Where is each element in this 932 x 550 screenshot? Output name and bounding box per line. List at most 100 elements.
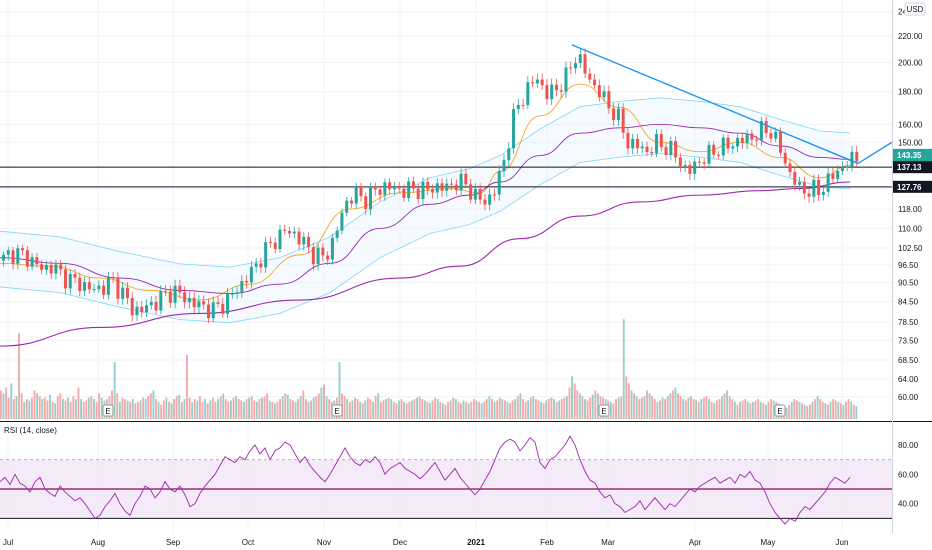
volume-bar <box>638 399 641 419</box>
candle-body <box>840 166 844 172</box>
volume-bar <box>811 401 814 419</box>
candle-body <box>44 264 48 270</box>
volume-bar <box>230 400 232 419</box>
candle-body <box>202 301 206 305</box>
volume-bar <box>421 399 424 419</box>
candle-body <box>469 184 473 200</box>
volume-bar <box>299 396 302 419</box>
candle-body <box>378 189 382 195</box>
candle-body <box>492 194 496 196</box>
candle-body <box>254 263 258 267</box>
rsi-tick-label: 60.00 <box>898 470 919 479</box>
volume-bar <box>351 400 354 419</box>
volume-bar <box>524 401 527 419</box>
volume-bar <box>31 397 33 419</box>
volume-bar <box>346 399 349 419</box>
price-tick-label: 73.50 <box>898 336 919 345</box>
volume-bar <box>671 390 674 419</box>
candle-body <box>612 108 616 121</box>
volume-bar <box>134 403 137 419</box>
volume-bar <box>196 400 199 419</box>
volume-bar <box>320 387 323 419</box>
earnings-marker-label: E <box>334 407 339 416</box>
earnings-marker-box <box>598 404 610 417</box>
volume-bar <box>20 393 23 419</box>
volume-bar <box>522 399 524 419</box>
volume-bar <box>126 400 129 419</box>
volume-bar <box>366 397 369 419</box>
earnings-marker[interactable]: E <box>331 404 343 417</box>
volume-bar <box>173 399 176 419</box>
candle-body <box>488 194 492 205</box>
volume-bar <box>793 399 796 419</box>
candle-body <box>769 133 773 139</box>
volume-bar <box>271 401 274 419</box>
candle-body <box>445 183 449 191</box>
volume-bar <box>139 400 142 419</box>
volume-bar <box>15 396 18 419</box>
volume-bar <box>426 401 429 419</box>
volume-bar <box>2 393 5 419</box>
candle-body <box>616 108 620 121</box>
volume-bar <box>460 403 462 419</box>
candle-body <box>583 54 587 74</box>
candle-body <box>559 90 563 92</box>
price-badge-label: 127.76 <box>897 183 922 192</box>
volume-bar <box>379 401 382 419</box>
volume-bar <box>62 399 64 419</box>
candle-body <box>283 229 287 232</box>
price-badge-label: 137.13 <box>897 163 922 172</box>
price-tick-label: 180.00 <box>898 88 923 97</box>
candle-body <box>478 188 482 200</box>
candle-body <box>745 133 749 143</box>
volume-bar <box>250 396 253 419</box>
price-axis[interactable]: 60.00 64.00 68.50 73.50 78.50 84.50 90.50 96.50… <box>898 8 923 402</box>
earnings-marker[interactable]: E <box>774 404 786 417</box>
volume-bar <box>49 394 51 419</box>
volume-bar <box>584 399 586 419</box>
volume-bar <box>418 396 421 419</box>
volume-bar <box>718 399 721 419</box>
volume-bar <box>555 401 558 419</box>
volume-bar <box>36 393 39 419</box>
candle-body <box>512 109 516 149</box>
candle-body <box>850 151 854 167</box>
volume-bar <box>59 393 62 419</box>
earnings-marker[interactable]: E <box>598 404 610 417</box>
candle-body <box>345 200 349 213</box>
candle-body <box>216 302 220 304</box>
volume-bar <box>656 401 659 419</box>
candle-body <box>678 157 682 167</box>
volume-bar <box>80 399 82 419</box>
candle-body <box>626 132 630 149</box>
volume-bar <box>819 399 822 419</box>
candle-body <box>764 121 768 134</box>
candle-body <box>383 182 387 195</box>
volume-bar <box>568 387 571 419</box>
rsi-axis[interactable]: 40.00 60.00 80.00 <box>898 441 919 509</box>
currency-label-box[interactable] <box>904 2 926 16</box>
volume-bar <box>759 401 762 419</box>
trendline[interactable] <box>571 44 892 165</box>
price-badge <box>893 180 932 193</box>
time-axis[interactable]: Jul Aug Sep Oct Nov Dec 2021 Feb Mar Apr May Jun <box>3 538 849 547</box>
volume-bar <box>739 401 742 419</box>
earnings-marker[interactable]: E <box>102 404 114 417</box>
candle-body <box>683 164 687 167</box>
volume-bar <box>372 401 375 419</box>
volume-bar <box>90 396 93 419</box>
volume-bar <box>28 400 31 419</box>
volume-bar <box>692 399 695 419</box>
volume-bar <box>41 399 44 419</box>
candle-body <box>717 154 720 156</box>
price-tick-label: 84.50 <box>898 298 919 307</box>
volume-bar <box>465 401 468 419</box>
volume-bar <box>622 319 625 419</box>
time-tick-label: Aug <box>91 538 105 547</box>
volume-bar <box>51 401 54 419</box>
candle-body <box>268 242 272 244</box>
candle-body <box>92 289 96 291</box>
volume-bar <box>93 399 95 419</box>
